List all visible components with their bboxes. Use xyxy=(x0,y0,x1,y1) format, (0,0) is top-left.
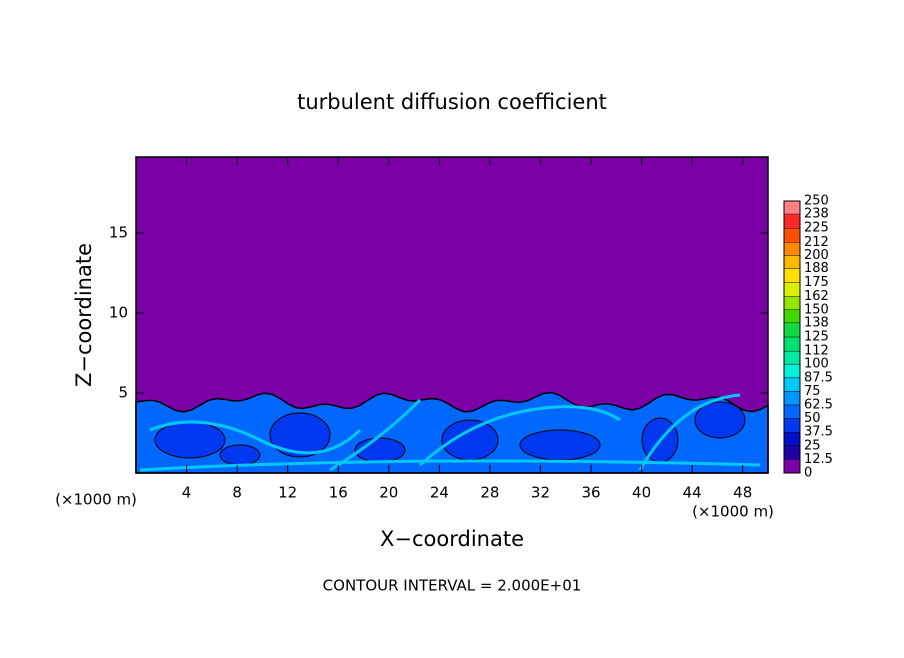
x-tick-label: 16 xyxy=(329,484,348,502)
eddy xyxy=(269,412,331,458)
colorbar-label: 150 xyxy=(804,302,829,317)
colorbar-label: 250 xyxy=(804,194,829,209)
colorbar-swatch xyxy=(784,405,800,419)
footer-note: CONTOUR INTERVAL = 2.000E+01 xyxy=(323,577,582,595)
colorbar-label: 75 xyxy=(804,384,821,399)
field xyxy=(135,157,769,474)
eddy xyxy=(694,401,746,439)
colorbar-label: 162 xyxy=(804,289,829,304)
colorbar-swatch xyxy=(784,445,800,460)
colorbar-swatch xyxy=(784,418,800,433)
colorbar-label: 212 xyxy=(804,235,829,250)
eddy-streak xyxy=(638,393,741,471)
colorbar-label: 87.5 xyxy=(804,370,833,385)
colorbar-label: 188 xyxy=(804,261,829,276)
colorbar-label: 225 xyxy=(804,221,829,236)
plot-frame xyxy=(135,156,769,474)
x-tick-label: 40 xyxy=(632,484,651,502)
colorbar-label: 50 xyxy=(804,411,821,426)
colorbar-label: 37.5 xyxy=(804,425,833,440)
x-tick-label: 4 xyxy=(182,484,192,502)
colorbar-swatch xyxy=(784,255,800,269)
y-axis-label: Z−coordinate xyxy=(72,243,96,387)
y-tick-label: 15 xyxy=(109,224,128,242)
colorbar-label: 62.5 xyxy=(804,398,833,413)
colorbar-swatch xyxy=(784,377,800,392)
colorbar-label: 175 xyxy=(804,275,829,290)
x-tick-label: 20 xyxy=(379,484,398,502)
x-tick-label: 36 xyxy=(581,484,600,502)
eddy-streak xyxy=(149,420,362,455)
x-tick-label: 8 xyxy=(232,484,242,502)
colorbar-label: 112 xyxy=(804,344,829,359)
colorbar-swatch xyxy=(784,309,800,323)
eddy-streak xyxy=(139,459,761,472)
colorbar-swatch xyxy=(784,459,800,473)
x-unit-label: (×1000 m) xyxy=(55,491,137,509)
colorbar-swatch xyxy=(784,337,800,352)
colorbar-swatch xyxy=(784,214,800,229)
eddy-streak xyxy=(418,405,621,467)
y-tick-label: 5 xyxy=(118,384,128,402)
colorbar-label: 12.5 xyxy=(804,452,833,467)
colorbar-label: 138 xyxy=(804,315,829,330)
y-tick-label: 10 xyxy=(109,304,128,322)
x-tick-label: 24 xyxy=(430,484,449,502)
x-tick-label: 28 xyxy=(480,484,499,502)
x-tick-label: 44 xyxy=(683,484,702,502)
colorbar-swatch xyxy=(784,432,800,446)
x-axis-label: X−coordinate xyxy=(380,527,524,551)
chart-title: turbulent diffusion coefficient xyxy=(297,90,607,114)
x-tick-label: 12 xyxy=(278,484,297,502)
colorbar-swatch xyxy=(784,268,800,283)
colorbar-swatch xyxy=(784,242,800,256)
colorbar-swatch xyxy=(784,351,800,365)
colorbar-swatch xyxy=(784,322,800,337)
colorbar-label: 238 xyxy=(804,207,829,222)
colorbar-label: 0 xyxy=(804,466,812,481)
colorbar-label: 200 xyxy=(804,248,829,263)
colorbar-label: 25 xyxy=(804,438,821,453)
colorbar-swatch xyxy=(784,228,800,243)
colorbar-swatch xyxy=(784,282,800,297)
x-tick-label: 48 xyxy=(733,484,752,502)
eddy xyxy=(219,444,261,466)
colorbar-swatch xyxy=(784,296,800,310)
x-unit-label: (×1000 m) xyxy=(692,503,774,521)
eddy xyxy=(519,429,601,461)
x-tick-label: 32 xyxy=(531,484,550,502)
colorbar-label: 100 xyxy=(804,357,829,372)
colorbar-swatch xyxy=(784,364,800,378)
eddy xyxy=(154,421,226,459)
colorbar-label: 125 xyxy=(804,330,829,345)
colorbar-swatch xyxy=(784,201,800,215)
colorbar-swatch xyxy=(784,391,800,405)
